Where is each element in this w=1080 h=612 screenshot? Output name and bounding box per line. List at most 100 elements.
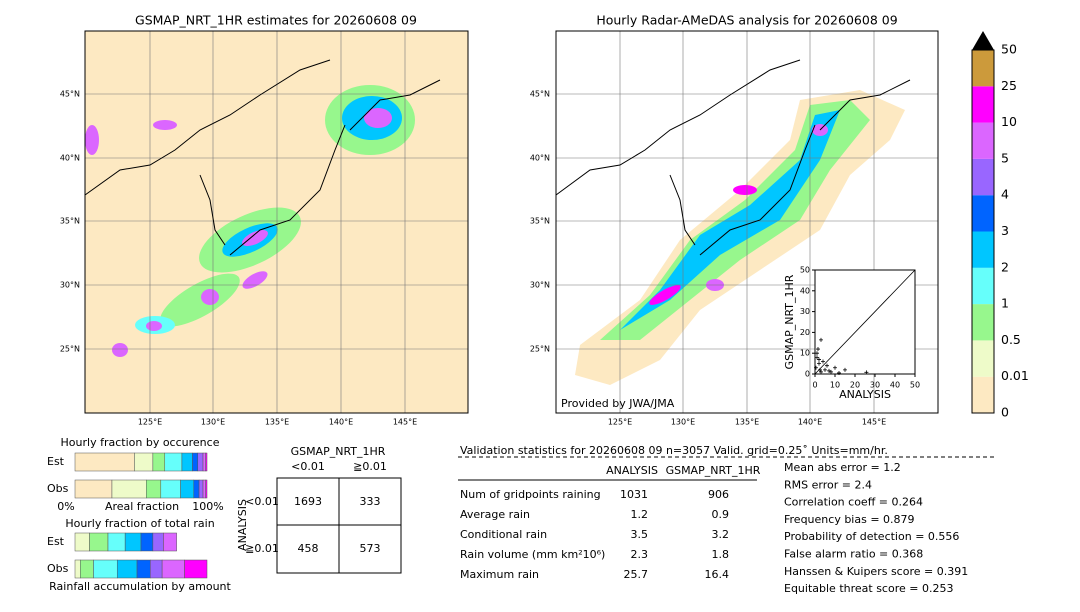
label: Provided by JWA/JMA <box>561 397 675 410</box>
label: 130°E <box>671 418 695 427</box>
label: Hourly fraction of total rain <box>65 517 214 530</box>
colorbar-segment <box>972 86 994 123</box>
label: Obs <box>47 562 69 575</box>
fraction-segment <box>124 532 142 552</box>
label: 458 <box>298 542 319 555</box>
label: ANALYSIS <box>839 388 891 401</box>
label: 1693 <box>294 495 322 508</box>
scatter-point <box>815 355 819 360</box>
label: GSMAP_NRT_1HR <box>291 445 386 458</box>
colorbar-segment <box>972 195 994 232</box>
colorbar-segment <box>972 122 994 159</box>
label: Obs <box>47 482 69 495</box>
label: 45°N <box>60 90 80 99</box>
fraction-segment <box>136 559 151 579</box>
colorbar-segment <box>972 267 994 305</box>
label: 25°N <box>60 345 80 354</box>
fraction-segment <box>202 479 206 499</box>
label: 140°E <box>798 418 822 427</box>
fraction-segment <box>149 559 163 579</box>
label: Est <box>47 455 65 468</box>
label: 16.4 <box>705 568 730 581</box>
fraction-segment <box>198 479 204 499</box>
label: 100% <box>192 500 223 513</box>
label: 25 <box>1001 78 1017 93</box>
label: 0.9 <box>712 508 730 521</box>
fraction-segment <box>152 532 164 552</box>
map-frame <box>555 30 939 414</box>
label: 30 <box>800 307 810 316</box>
label: Correlation coeff = 0.264 <box>784 496 923 509</box>
label: Est <box>47 535 65 548</box>
label: 333 <box>360 495 381 508</box>
colorbar-segment <box>972 50 994 87</box>
label: 50 <box>910 381 920 390</box>
fraction-segment <box>140 532 154 552</box>
fraction-segment <box>184 559 208 579</box>
label: 20 <box>800 328 810 337</box>
colorbar-frame <box>971 49 995 414</box>
label: GSMAP_NRT_1HR <box>666 464 761 477</box>
fraction-segment <box>107 532 126 552</box>
label: 1 <box>1001 296 1009 311</box>
label: 0 <box>812 381 817 390</box>
label: Conditional rain <box>460 528 547 541</box>
scatter-point <box>864 370 869 375</box>
label: 5 <box>1001 150 1009 165</box>
label: ≧0.01 <box>353 460 387 473</box>
label: <0.01 <box>245 495 279 508</box>
label: Hourly fraction by occurence <box>61 436 220 449</box>
label: 35°N <box>60 217 80 226</box>
label: Num of gridpoints raining <box>460 488 601 501</box>
fraction-segment <box>116 559 138 579</box>
label: 30 <box>870 381 880 390</box>
label: Probability of detection = 0.556 <box>784 530 959 543</box>
label: 30°N <box>530 281 550 290</box>
scatter-point <box>825 363 829 368</box>
scatter-point <box>814 365 818 370</box>
fraction-segment <box>74 479 113 499</box>
label: 3.5 <box>631 528 649 541</box>
label: 0.5 <box>1001 332 1021 347</box>
label: 40 <box>890 381 900 390</box>
label: 50 <box>1001 42 1017 57</box>
label: ANALYSIS <box>606 464 658 477</box>
scatter-point <box>837 370 841 375</box>
scatter-point <box>821 359 825 364</box>
fraction-segment <box>152 452 166 472</box>
fraction-segment <box>89 532 109 552</box>
rain-field <box>575 90 905 385</box>
rain-field <box>85 85 415 357</box>
label: 20 <box>850 381 860 390</box>
label: 25.7 <box>624 568 649 581</box>
label: 35°N <box>530 217 550 226</box>
fraction-segment <box>160 479 181 499</box>
colorbar-extension <box>972 31 994 50</box>
label: 25°N <box>530 345 550 354</box>
label: Rainfall accumulation by amount <box>49 580 231 593</box>
scatter-point <box>843 367 847 372</box>
label: 1.2 <box>631 508 649 521</box>
label: Rain volume (mm km²10⁶) <box>460 548 605 561</box>
label: 0% <box>57 500 74 513</box>
label: <0.01 <box>291 460 325 473</box>
label: 573 <box>360 542 381 555</box>
label: 135°E <box>265 418 289 427</box>
fraction-segment <box>93 559 118 579</box>
label: 3 <box>1001 223 1009 238</box>
fraction-segment <box>205 479 208 499</box>
label: 2 <box>1001 259 1009 274</box>
label: Areal fraction <box>105 500 179 513</box>
fraction-segment <box>134 452 154 472</box>
fraction-segment <box>163 532 177 552</box>
label: 30°N <box>60 281 80 290</box>
label: 40°N <box>60 154 80 163</box>
label: RMS error = 2.4 <box>784 478 872 491</box>
label: 145°E <box>393 418 417 427</box>
scatter-point <box>816 347 820 352</box>
label: 10 <box>830 381 840 390</box>
label: 125°E <box>138 418 162 427</box>
fraction-segment <box>161 559 185 579</box>
label: Hanssen & Kuipers score = 0.391 <box>784 565 968 578</box>
label: Frequency bias = 0.879 <box>784 513 915 526</box>
